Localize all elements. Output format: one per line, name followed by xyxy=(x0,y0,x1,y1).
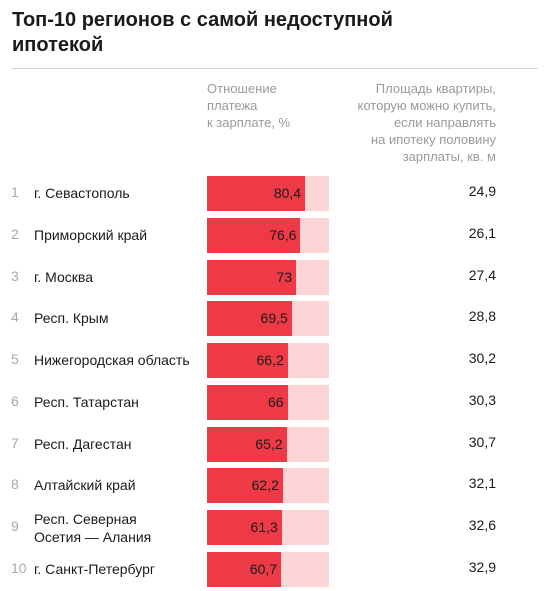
table-row: 7 Респ. Дагестан 65,2 30,7 xyxy=(0,424,550,466)
rank-number: 4 xyxy=(11,309,19,326)
rank-number: 10 xyxy=(11,559,27,576)
region-label: Респ. Дагестан xyxy=(34,435,132,452)
bar xyxy=(207,468,283,504)
bar xyxy=(207,551,282,587)
bar xyxy=(207,217,301,253)
table-row: 10 г. Санкт-Петербург 60,7 32,9 xyxy=(0,549,550,591)
area-value-label: 32,6 xyxy=(468,517,496,533)
region-label: Респ. Северная Осетия — Алания xyxy=(34,511,152,545)
bar-track: 69,5 xyxy=(207,301,329,337)
bar-track: 73 xyxy=(207,259,329,295)
bar xyxy=(207,259,297,295)
bar-value-label: 65,2 xyxy=(255,435,283,452)
bar-value-label: 76,6 xyxy=(269,226,297,243)
bar-track: 60,7 xyxy=(207,551,329,587)
bar-value-label: 73 xyxy=(276,268,293,285)
bar-track: 61,3 xyxy=(207,510,329,545)
area-value-label: 24,9 xyxy=(468,183,496,199)
bar xyxy=(207,301,292,337)
bar-track: 66 xyxy=(207,384,329,420)
area-value-label: 26,1 xyxy=(468,224,496,241)
rank-number: 3 xyxy=(11,267,19,284)
bar-value-label: 80,4 xyxy=(273,185,302,201)
table-row: 5 Нижегородская область 66,2 30,2 xyxy=(0,340,550,382)
table-row: 8 Алтайский край 62,2 32,1 xyxy=(0,465,550,507)
rank-number: 5 xyxy=(11,351,19,367)
region-label: Респ. Татарстан xyxy=(34,393,139,410)
table-row: 6 Респ. Татарстан 66 30,3 xyxy=(0,382,550,424)
region-label: г. Москва xyxy=(34,268,93,285)
title-divider xyxy=(12,68,538,69)
table-row: 9 Респ. Северная Осетия — Алания 61,3 32,6 xyxy=(0,507,550,549)
bar-track: 66,2 xyxy=(207,343,329,378)
region-label: г. Севастополь xyxy=(34,185,130,201)
bar-value-label: 61,3 xyxy=(250,519,278,535)
region-label: Алтайский край xyxy=(34,477,136,494)
bar-track: 76,6 xyxy=(207,217,329,253)
area-value-label: 32,1 xyxy=(468,475,496,492)
region-label: Приморский край xyxy=(34,226,148,243)
rank-number: 7 xyxy=(11,434,19,451)
area-value-label: 27,4 xyxy=(468,266,496,283)
bar-value-label: 66,2 xyxy=(256,352,284,368)
bar xyxy=(207,510,282,545)
rank-number: 6 xyxy=(11,392,19,409)
bar-track: 62,2 xyxy=(207,468,329,504)
area-value-label: 30,7 xyxy=(468,433,496,450)
area-value-label: 30,3 xyxy=(468,391,496,408)
bar-value-label: 60,7 xyxy=(249,560,278,577)
bar-value-label: 69,5 xyxy=(260,310,288,327)
bar xyxy=(207,343,288,378)
bar-track: 80,4 xyxy=(207,176,329,211)
bar-value-label: 62,2 xyxy=(251,477,279,494)
region-label: г. Санкт-Петербург xyxy=(34,560,155,577)
bar-value-label: 66 xyxy=(267,393,284,410)
bar-track: 65,2 xyxy=(207,426,329,462)
table-row: 1 г. Севастополь 80,4 24,9 xyxy=(0,173,550,215)
ratio-column-header: Отношение платежа к зарплате, % xyxy=(207,81,291,130)
table-row: 3 г. Москва 73 27,4 xyxy=(0,257,550,299)
bar xyxy=(207,426,287,462)
rank-number: 2 xyxy=(11,225,19,242)
rank-number: 1 xyxy=(11,184,19,200)
region-label: Респ. Крым xyxy=(34,310,109,327)
area-column-header: Площадь квартиры, которую можно купить, … xyxy=(357,81,496,164)
table-row: 4 Респ. Крым 69,5 28,8 xyxy=(0,298,550,340)
chart-title: Топ-10 регионов с самой недоступной ипот… xyxy=(12,9,393,56)
area-value-label: 30,2 xyxy=(468,350,496,366)
table-row: 2 Приморский край 76,6 26,1 xyxy=(0,215,550,257)
area-value-label: 28,8 xyxy=(468,308,496,325)
rank-number: 8 xyxy=(11,476,19,493)
area-value-label: 32,9 xyxy=(468,558,496,575)
bar xyxy=(207,384,288,420)
rank-number: 9 xyxy=(11,518,19,534)
region-label: Нижегородская область xyxy=(34,352,190,368)
bar xyxy=(207,176,306,211)
